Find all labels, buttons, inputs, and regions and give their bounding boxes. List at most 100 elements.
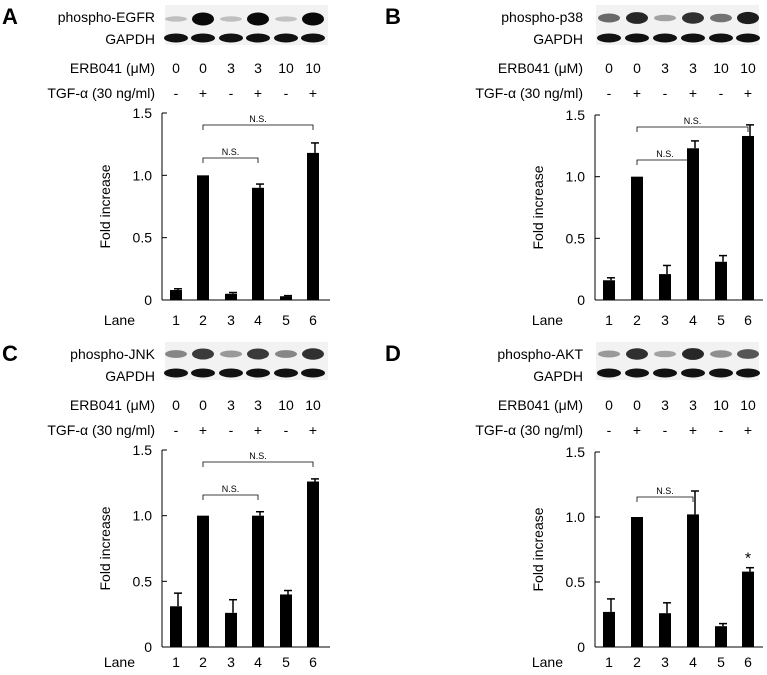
erb-value: 3 (254, 397, 262, 413)
blot-band (737, 11, 759, 25)
blot-band (192, 12, 214, 26)
lane-label: Lane (104, 654, 135, 670)
panel-letter: A (2, 4, 18, 29)
tgf-value: + (309, 422, 317, 438)
tgf-value: + (689, 85, 697, 101)
y-tick-label: 0.5 (566, 230, 586, 246)
lane-number: 2 (199, 654, 207, 670)
tgf-value: + (199, 85, 207, 101)
y-tick-label: 1.5 (566, 444, 586, 460)
blot-band (737, 349, 759, 359)
tgf-label: TGF-α (30 ng/ml) (47, 422, 155, 438)
bar-lane-2 (631, 517, 643, 647)
erb-label: ERB041 (μM) (70, 397, 155, 413)
lane-number: 4 (689, 312, 697, 328)
gapdh-band (274, 33, 298, 43)
bar-lane-2 (197, 515, 209, 647)
bracket-label: N.S. (222, 484, 240, 494)
blot-band (220, 16, 242, 22)
y-axis-title: Fold increase (530, 165, 546, 249)
erb-value: 3 (689, 397, 697, 413)
y-axis: 0 0.5 1.0 1.5 (566, 107, 763, 308)
gapdh-band (736, 33, 760, 43)
gapdh-band (625, 368, 649, 378)
erb-value: 0 (172, 60, 180, 76)
erb-value: 10 (278, 60, 294, 76)
erb-value: 3 (661, 397, 669, 413)
lane-number: 6 (309, 654, 317, 670)
bar-lane-4 (687, 514, 699, 647)
blot-strip (596, 342, 759, 366)
gapdh-band (709, 33, 733, 43)
bracket-line (202, 157, 259, 163)
lane-label: Lane (532, 654, 563, 670)
gapdh-band (274, 368, 298, 378)
bar-lane-6 (742, 571, 754, 647)
lane-number: 1 (172, 312, 180, 328)
gapdh-label: GAPDH (533, 368, 583, 384)
y-axis-title: Fold increase (530, 507, 546, 591)
blot-band (626, 12, 648, 24)
blot-band (247, 12, 269, 26)
tgf-value: - (229, 85, 234, 101)
y-axis: 0 0.5 1.0 1.5 (133, 442, 330, 655)
blot-band (275, 350, 297, 358)
lane-number: 2 (633, 654, 641, 670)
blot-label: phospho-JNK (70, 346, 155, 362)
bar-lane-4 (687, 148, 699, 300)
bracket-line (202, 461, 314, 467)
lane-number: 3 (661, 312, 669, 328)
lane-number: 1 (172, 654, 180, 670)
tgf-value: + (254, 85, 262, 101)
erb-value: 10 (740, 60, 756, 76)
y-tick-label: 1.0 (566, 169, 586, 185)
gapdh-label: GAPDH (533, 31, 583, 47)
bar-lane-2 (631, 176, 643, 300)
y-tick-label: 0 (144, 639, 152, 655)
blot-band (165, 350, 187, 358)
tgf-value: - (284, 422, 289, 438)
gapdh-band (246, 33, 270, 43)
bar-lane-4 (252, 187, 264, 300)
tgf-label: TGF-α (30 ng/ml) (47, 85, 155, 101)
blot-label: phospho-p38 (501, 9, 583, 25)
bracket-label: N.S. (656, 486, 674, 496)
tgf-value: - (719, 422, 724, 438)
lane-number: 4 (254, 654, 262, 670)
bar-lane-5 (715, 626, 727, 647)
erb-value: 0 (172, 397, 180, 413)
tgf-value: - (229, 422, 234, 438)
gapdh-band (625, 33, 649, 43)
blot-band (654, 350, 676, 358)
tgf-value: - (663, 85, 668, 101)
panel-letter: C (2, 341, 18, 366)
tgf-value: + (689, 422, 697, 438)
panel-letter: B (385, 4, 401, 29)
tgf-value: - (663, 422, 668, 438)
panel-letter: D (385, 341, 401, 366)
erb-value: 10 (740, 397, 756, 413)
significance-bracket: N.S. (202, 451, 314, 467)
lane-number: 5 (282, 654, 290, 670)
bar-lane-1 (170, 606, 182, 647)
blot-band (654, 14, 676, 22)
erb-value: 0 (633, 60, 641, 76)
tgf-value: - (174, 422, 179, 438)
gapdh-band (681, 33, 705, 43)
lane-number: 5 (282, 312, 290, 328)
erb-value: 3 (689, 60, 697, 76)
gapdh-band (301, 33, 325, 43)
tgf-value: - (174, 85, 179, 101)
erb-value: 10 (713, 60, 729, 76)
bar-lane-6 (307, 481, 319, 647)
gapdh-band (219, 368, 243, 378)
lane-number: 5 (717, 312, 725, 328)
bracket-label: N.S. (249, 451, 267, 461)
blot-band (302, 348, 324, 360)
tgf-value: - (719, 85, 724, 101)
bar-lane-3 (225, 612, 237, 647)
bar-lane-1 (170, 290, 182, 300)
bracket-label: N.S. (656, 149, 674, 159)
lane-number: 2 (633, 312, 641, 328)
